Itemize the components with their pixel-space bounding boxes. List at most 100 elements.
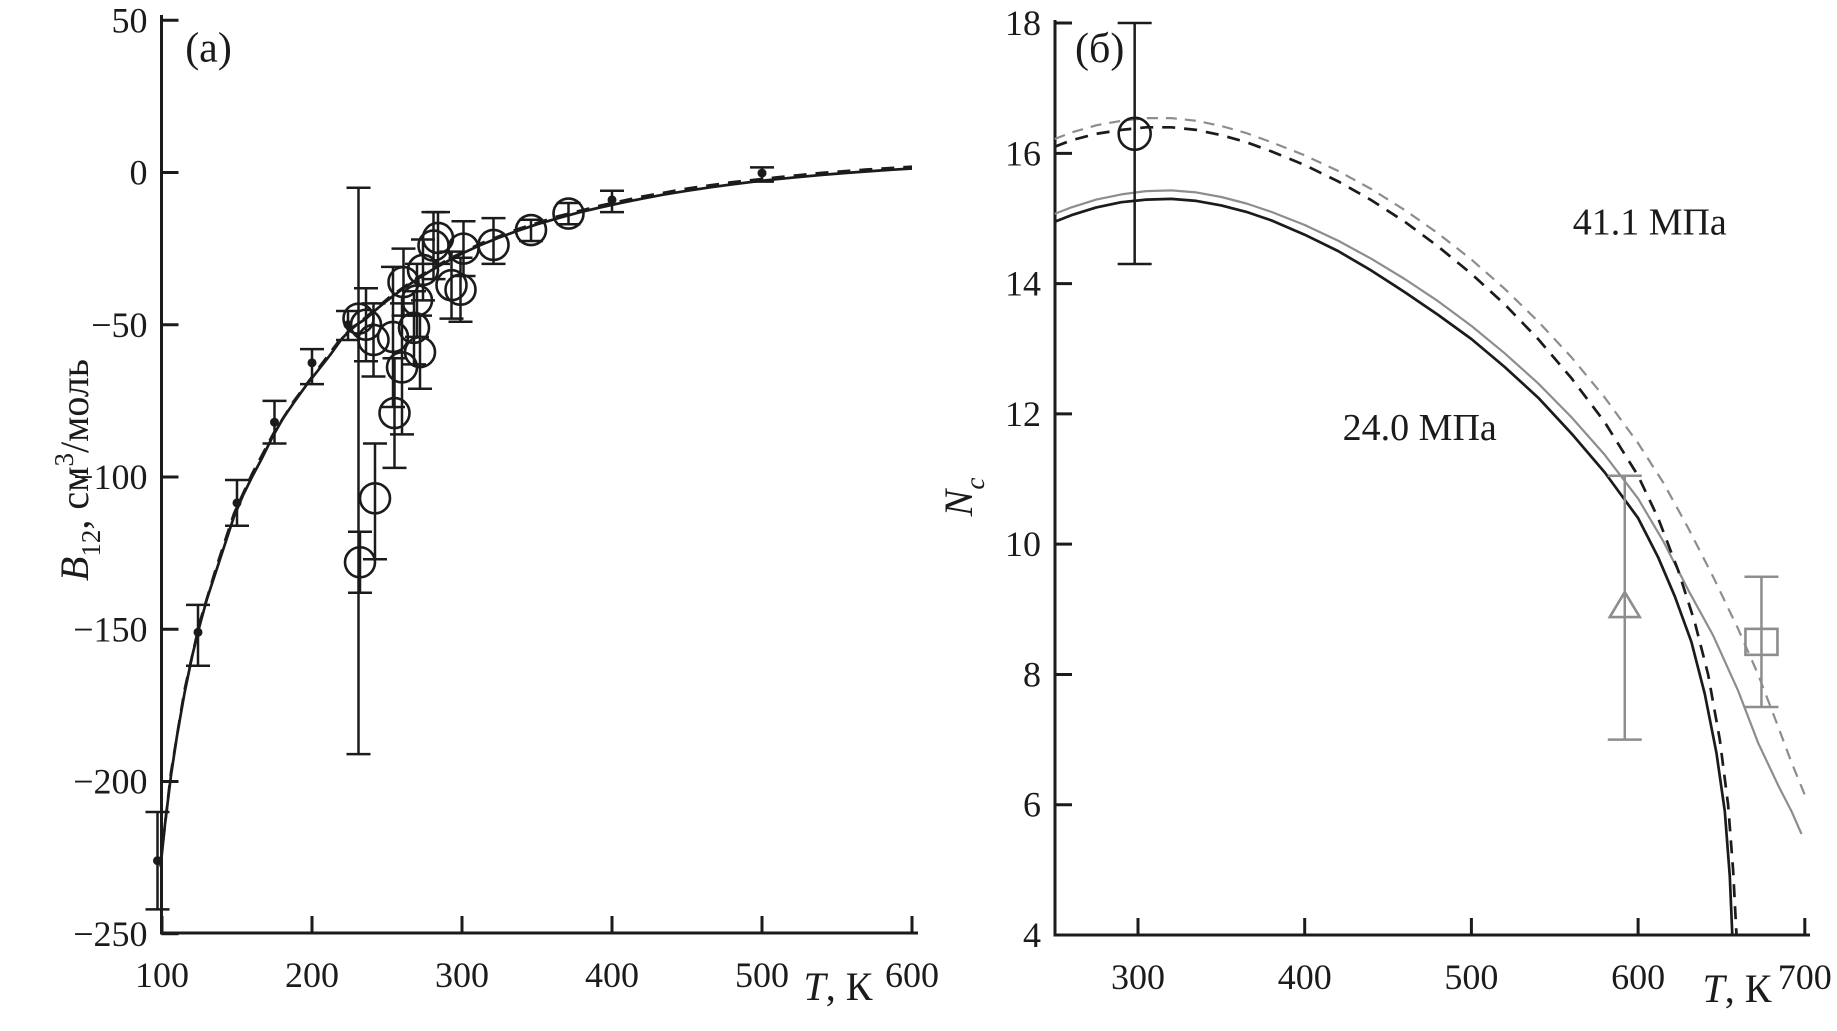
label-part: 3 [49,453,79,467]
open-circle-marker [1117,116,1152,152]
y-axis-label: B12, см3/моль [49,359,106,581]
open-circle-marker [514,213,548,247]
curve-b-1-dashed-gray [1054,117,1806,796]
open-circle-marker [357,323,390,357]
data-point-circle [435,250,468,320]
data-point-circle [357,302,390,378]
panel-letter: (a) [185,25,232,71]
x-tick-label: 400 [1278,957,1332,997]
data-point-circle [406,238,440,302]
y-tick-label: 0 [130,153,148,193]
curve-b-2-solid-ink [1054,197,1734,936]
x-tick-label: 700 [1778,957,1832,997]
data-point-dot [750,166,774,183]
panel-a: 100 200 300 400 500 600500−50−100−150−200−250… [49,0,939,1009]
x-tick-label: 500 [1444,957,1498,997]
data-point-circle [342,186,375,756]
data-point-dot [145,810,170,911]
data-point-dot [225,478,249,527]
label-part: /моль [52,359,97,453]
curve-a-1-dashed-ink [159,165,913,864]
y-tick-label: 18 [1005,3,1041,43]
open-circle-marker [444,273,477,307]
x-tick-label: 200 [285,955,339,995]
curve-b-3-dashed-ink [1054,125,1738,936]
data-point-triangle [1607,474,1643,741]
open-circle-marker [552,197,585,230]
y-tick-label: 4 [1023,915,1041,955]
filled-dot-marker [232,498,242,508]
y-tick-label: 6 [1023,785,1041,825]
label-part: c [960,478,990,490]
label-part: N [936,487,981,517]
x-axis-label: T, К [804,964,873,1009]
y-tick-label: 16 [1005,133,1041,173]
data-point-dot [600,189,624,214]
y-tick-label: 10 [1005,524,1041,564]
filled-dot-marker [193,627,203,637]
filled-dot-marker [607,195,617,205]
data-point-circle [403,314,437,390]
panel-b-axes [1053,20,1810,937]
pressure-annotation: 41.1 МПа [1573,202,1727,244]
open-square-marker [1744,627,1779,657]
open-circle-marker [403,335,437,369]
y-axis-label: Nc [936,478,990,518]
data-point-circle [358,442,392,561]
panel-b: 300 400 500 600 700 18 16 14 12 10 8 6 4 T, К Nc (б) 41.… [936,3,1832,1011]
filled-dot-marker [153,856,162,866]
y-tick-label: 8 [1023,654,1041,694]
filled-dot-marker [307,358,317,368]
y-tick-label: −150 [73,609,147,649]
y-tick-label: −250 [73,914,147,954]
pressure-annotation: 24.0 МПа [1343,407,1497,449]
y-tick-label: −200 [73,762,147,802]
open-circle-marker [358,482,392,515]
open-circle-marker [378,396,411,430]
filled-dot-marker [757,168,767,178]
open-triangle-marker [1607,589,1643,619]
data-point-circle [444,256,477,323]
panel-a-axes [160,15,918,935]
open-circle-marker [477,228,510,262]
label-part: , К [1725,966,1772,1011]
data-point-circle [514,213,548,247]
x-tick-label: 500 [735,955,789,995]
data-point-square [1744,575,1779,709]
y-tick-label: −50 [91,305,147,345]
panel-letter: (б) [1075,26,1124,72]
open-circle-marker [343,545,377,579]
x-tick-label: 100 [135,955,189,995]
label-part: T [1703,966,1728,1011]
x-tick-label: 400 [585,955,639,995]
x-axis-label: T, К [1703,966,1772,1011]
filled-dot-marker [270,417,279,427]
label-part: T [804,964,829,1009]
x-tick-label: 600 [885,955,939,995]
data-point-circle [1117,21,1152,266]
label-part: , см [52,467,97,530]
y-tick-label: 12 [1005,394,1041,434]
x-tick-label: 300 [1111,957,1165,997]
label-part: B [52,557,97,581]
data-point-dot [186,603,210,668]
data-point-dot [300,347,324,386]
data-point-circle [421,210,455,266]
open-circle-marker [397,311,431,345]
y-tick-label: 50 [112,0,148,40]
x-tick-label: 600 [1611,957,1665,997]
data-point-circle [552,197,585,230]
y-tick-label: 14 [1005,264,1041,304]
curve-b-0-solid-gray [1054,189,1803,835]
data-point-dot [262,399,287,445]
data-point-circle [378,356,411,470]
x-tick-label: 300 [435,955,489,995]
data-point-circle [477,216,510,266]
curve-a-0-solid-ink [159,167,913,867]
label-part: 12 [76,530,106,557]
label-part: , К [826,964,873,1009]
data-point-circle [343,530,377,594]
open-circle-marker [349,308,383,342]
